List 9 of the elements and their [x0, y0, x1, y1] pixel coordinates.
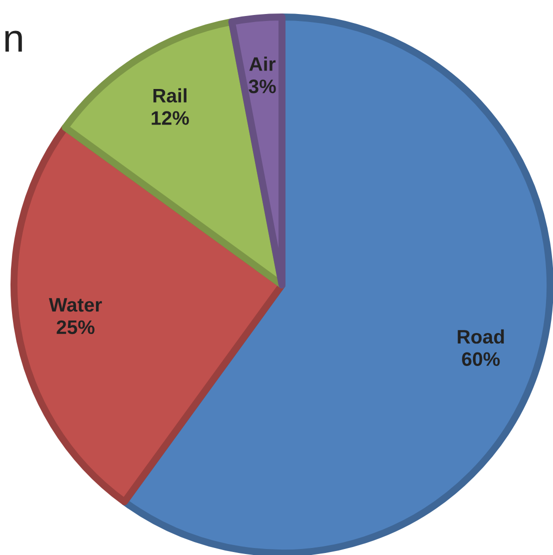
chart-title: n — [5, 30, 22, 52]
data-label: 12% — [152, 111, 189, 125]
data-label: 60% — [462, 352, 500, 366]
slice-label: Road — [458, 329, 504, 344]
slice-label: Rail — [153, 88, 186, 103]
slice-label: Air — [249, 56, 276, 71]
data-label: 3% — [248, 80, 276, 94]
data-label: 25% — [56, 320, 94, 334]
slice-label: Water — [48, 298, 102, 312]
